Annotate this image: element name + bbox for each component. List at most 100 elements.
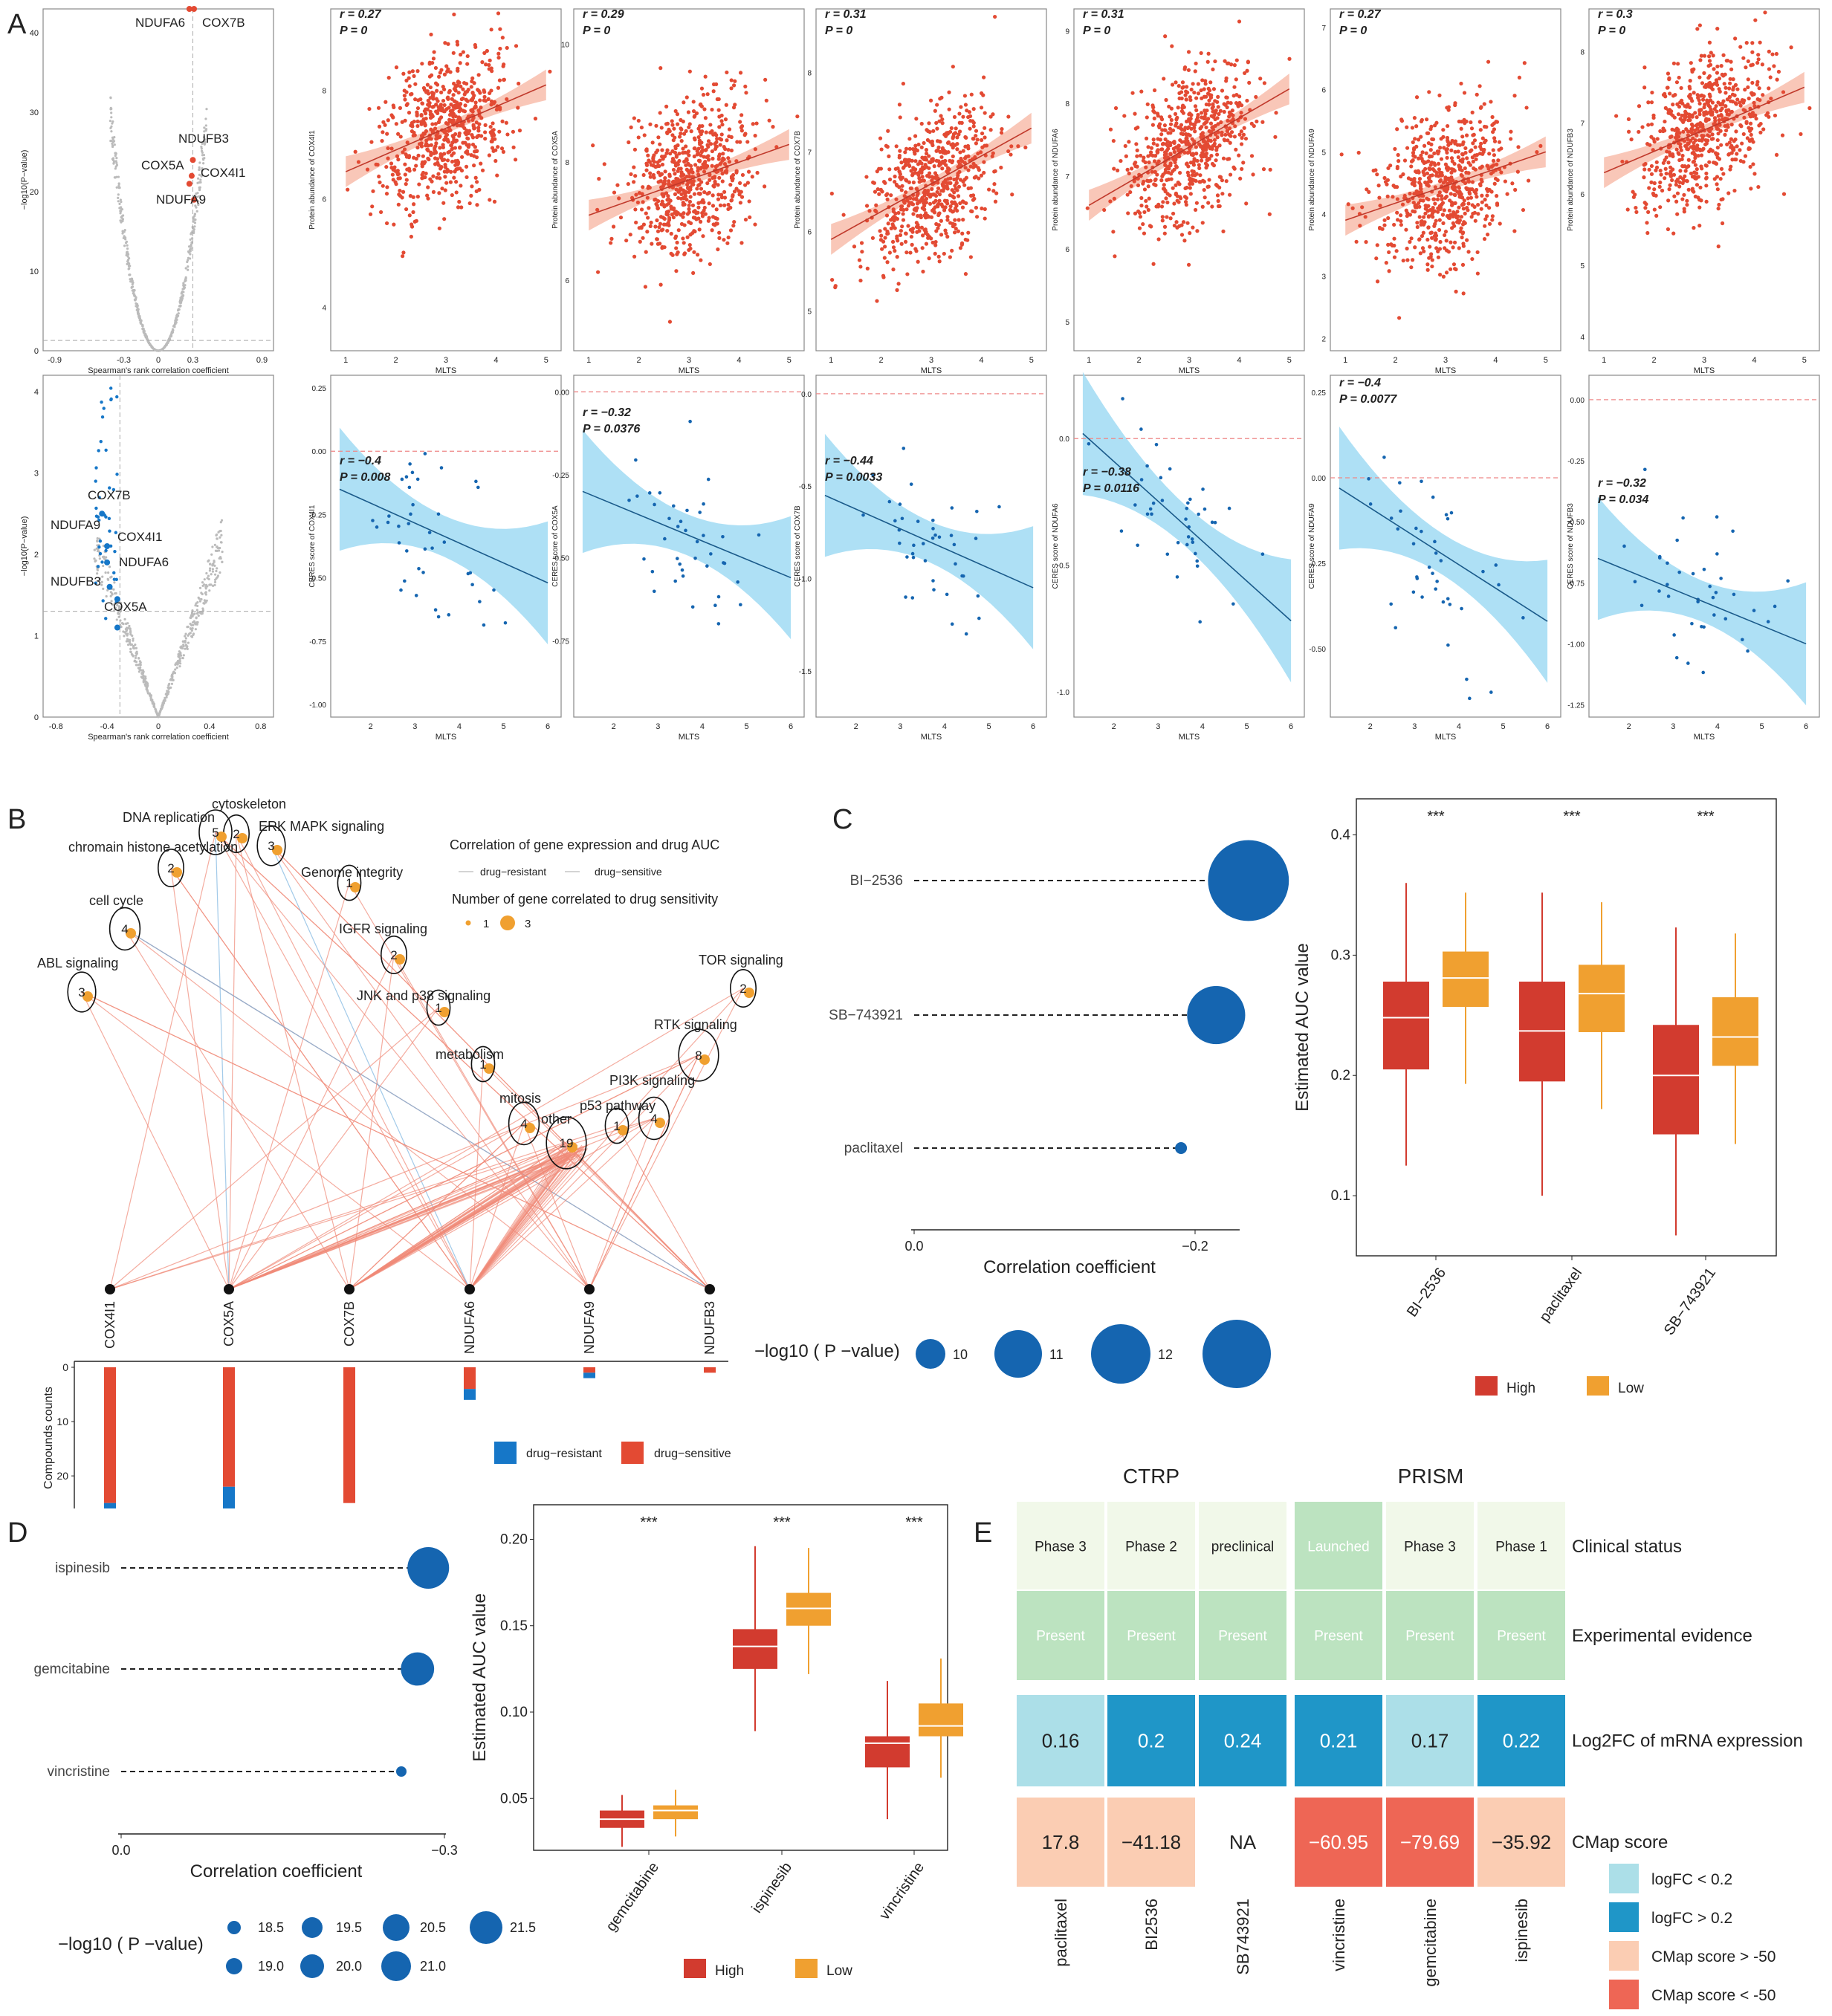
- data-point: [1116, 169, 1119, 172]
- data-point: [661, 215, 665, 219]
- data-point: [692, 100, 696, 103]
- data-point: [1199, 88, 1203, 92]
- data-point: [1376, 243, 1379, 247]
- data-point: [1173, 150, 1176, 154]
- data-point: [357, 160, 360, 163]
- data-point: [719, 204, 722, 207]
- data-point: [1437, 228, 1441, 232]
- data-point: [676, 143, 679, 147]
- data-point: [632, 180, 635, 184]
- data-point: [1453, 140, 1457, 143]
- data-point: [904, 160, 907, 163]
- data-point: [202, 602, 204, 604]
- data-point: [172, 679, 175, 681]
- data-point: [204, 117, 207, 120]
- data-point: [972, 107, 976, 111]
- data-point: [411, 210, 415, 214]
- data-point: [1399, 117, 1403, 121]
- data-point: [1202, 155, 1205, 158]
- data-point: [1437, 256, 1440, 259]
- data-point: [196, 609, 198, 611]
- data-point: [703, 160, 707, 163]
- data-point: [496, 52, 500, 56]
- data-point: [1704, 138, 1708, 142]
- data-point: [166, 693, 168, 695]
- data-point: [1483, 198, 1487, 201]
- data-point: [1174, 145, 1178, 149]
- data-point: [1427, 215, 1431, 218]
- data-point: [939, 202, 943, 206]
- data-point: [962, 149, 965, 153]
- data-point: [1667, 77, 1671, 80]
- data-point: [1709, 148, 1712, 152]
- data-point: [1672, 62, 1676, 65]
- data-point: [907, 164, 911, 168]
- data-point: [971, 166, 975, 169]
- data-point: [1461, 231, 1465, 235]
- data-point: [128, 273, 130, 276]
- y-tick-label: 8: [807, 70, 812, 78]
- data-point: [893, 249, 896, 253]
- data-point: [667, 201, 670, 205]
- data-point: [653, 224, 657, 228]
- data-point: [1713, 116, 1717, 120]
- data-point: [1655, 166, 1659, 169]
- data-point: [666, 213, 670, 216]
- y-tick-label: 4: [322, 305, 326, 313]
- data-point: [1709, 63, 1712, 67]
- data-point: [1717, 244, 1721, 248]
- data-point: [1471, 155, 1475, 159]
- data-point: [1485, 193, 1489, 197]
- data-point: [216, 534, 218, 536]
- data-point: [446, 96, 450, 100]
- data-point: [1447, 250, 1451, 253]
- data-point: [968, 110, 971, 114]
- data-point: [1469, 120, 1472, 124]
- data-point: [1789, 45, 1793, 49]
- data-point: [145, 688, 147, 690]
- data-point: [1235, 58, 1239, 62]
- data-point: [194, 604, 196, 606]
- data-point: [1702, 106, 1706, 109]
- y-tick-label: 40: [30, 29, 39, 38]
- data-point: [132, 289, 134, 291]
- data-point: [1685, 199, 1689, 203]
- data-point: [1656, 137, 1660, 140]
- data-point: [432, 105, 436, 108]
- data-point: [220, 541, 222, 543]
- data-point: [187, 265, 189, 268]
- data-point: [453, 146, 457, 149]
- data-point: [1200, 51, 1203, 55]
- x-tick-label: 5: [544, 356, 548, 365]
- data-point: [1730, 158, 1734, 161]
- data-point: [1671, 103, 1674, 106]
- data-point: [1159, 147, 1163, 151]
- data-point: [1463, 166, 1467, 170]
- data-point: [1745, 41, 1749, 45]
- data-point: [162, 704, 164, 707]
- data-point: [915, 230, 919, 234]
- data-point: [1207, 52, 1211, 56]
- gene-label: NDUFA6: [119, 555, 169, 569]
- data-point: [453, 132, 457, 136]
- data-point: [1476, 250, 1480, 254]
- data-point: [1365, 187, 1368, 191]
- data-point: [663, 182, 667, 186]
- x-tick-label: -0.8: [49, 722, 63, 731]
- data-point: [677, 228, 681, 232]
- data-point: [663, 176, 667, 180]
- data-point: [1126, 211, 1130, 215]
- data-point: [1732, 189, 1736, 192]
- data-point: [684, 189, 687, 193]
- data-point: [1185, 137, 1188, 140]
- data-point: [1716, 156, 1720, 160]
- data-point: [1695, 27, 1699, 30]
- data-point: [1170, 118, 1174, 122]
- data-point: [419, 113, 423, 117]
- data-point: [1653, 207, 1657, 211]
- data-point: [645, 230, 649, 233]
- highlight-point: [189, 173, 195, 179]
- data-point: [682, 195, 685, 199]
- data-point: [438, 134, 441, 138]
- data-point: [731, 178, 734, 182]
